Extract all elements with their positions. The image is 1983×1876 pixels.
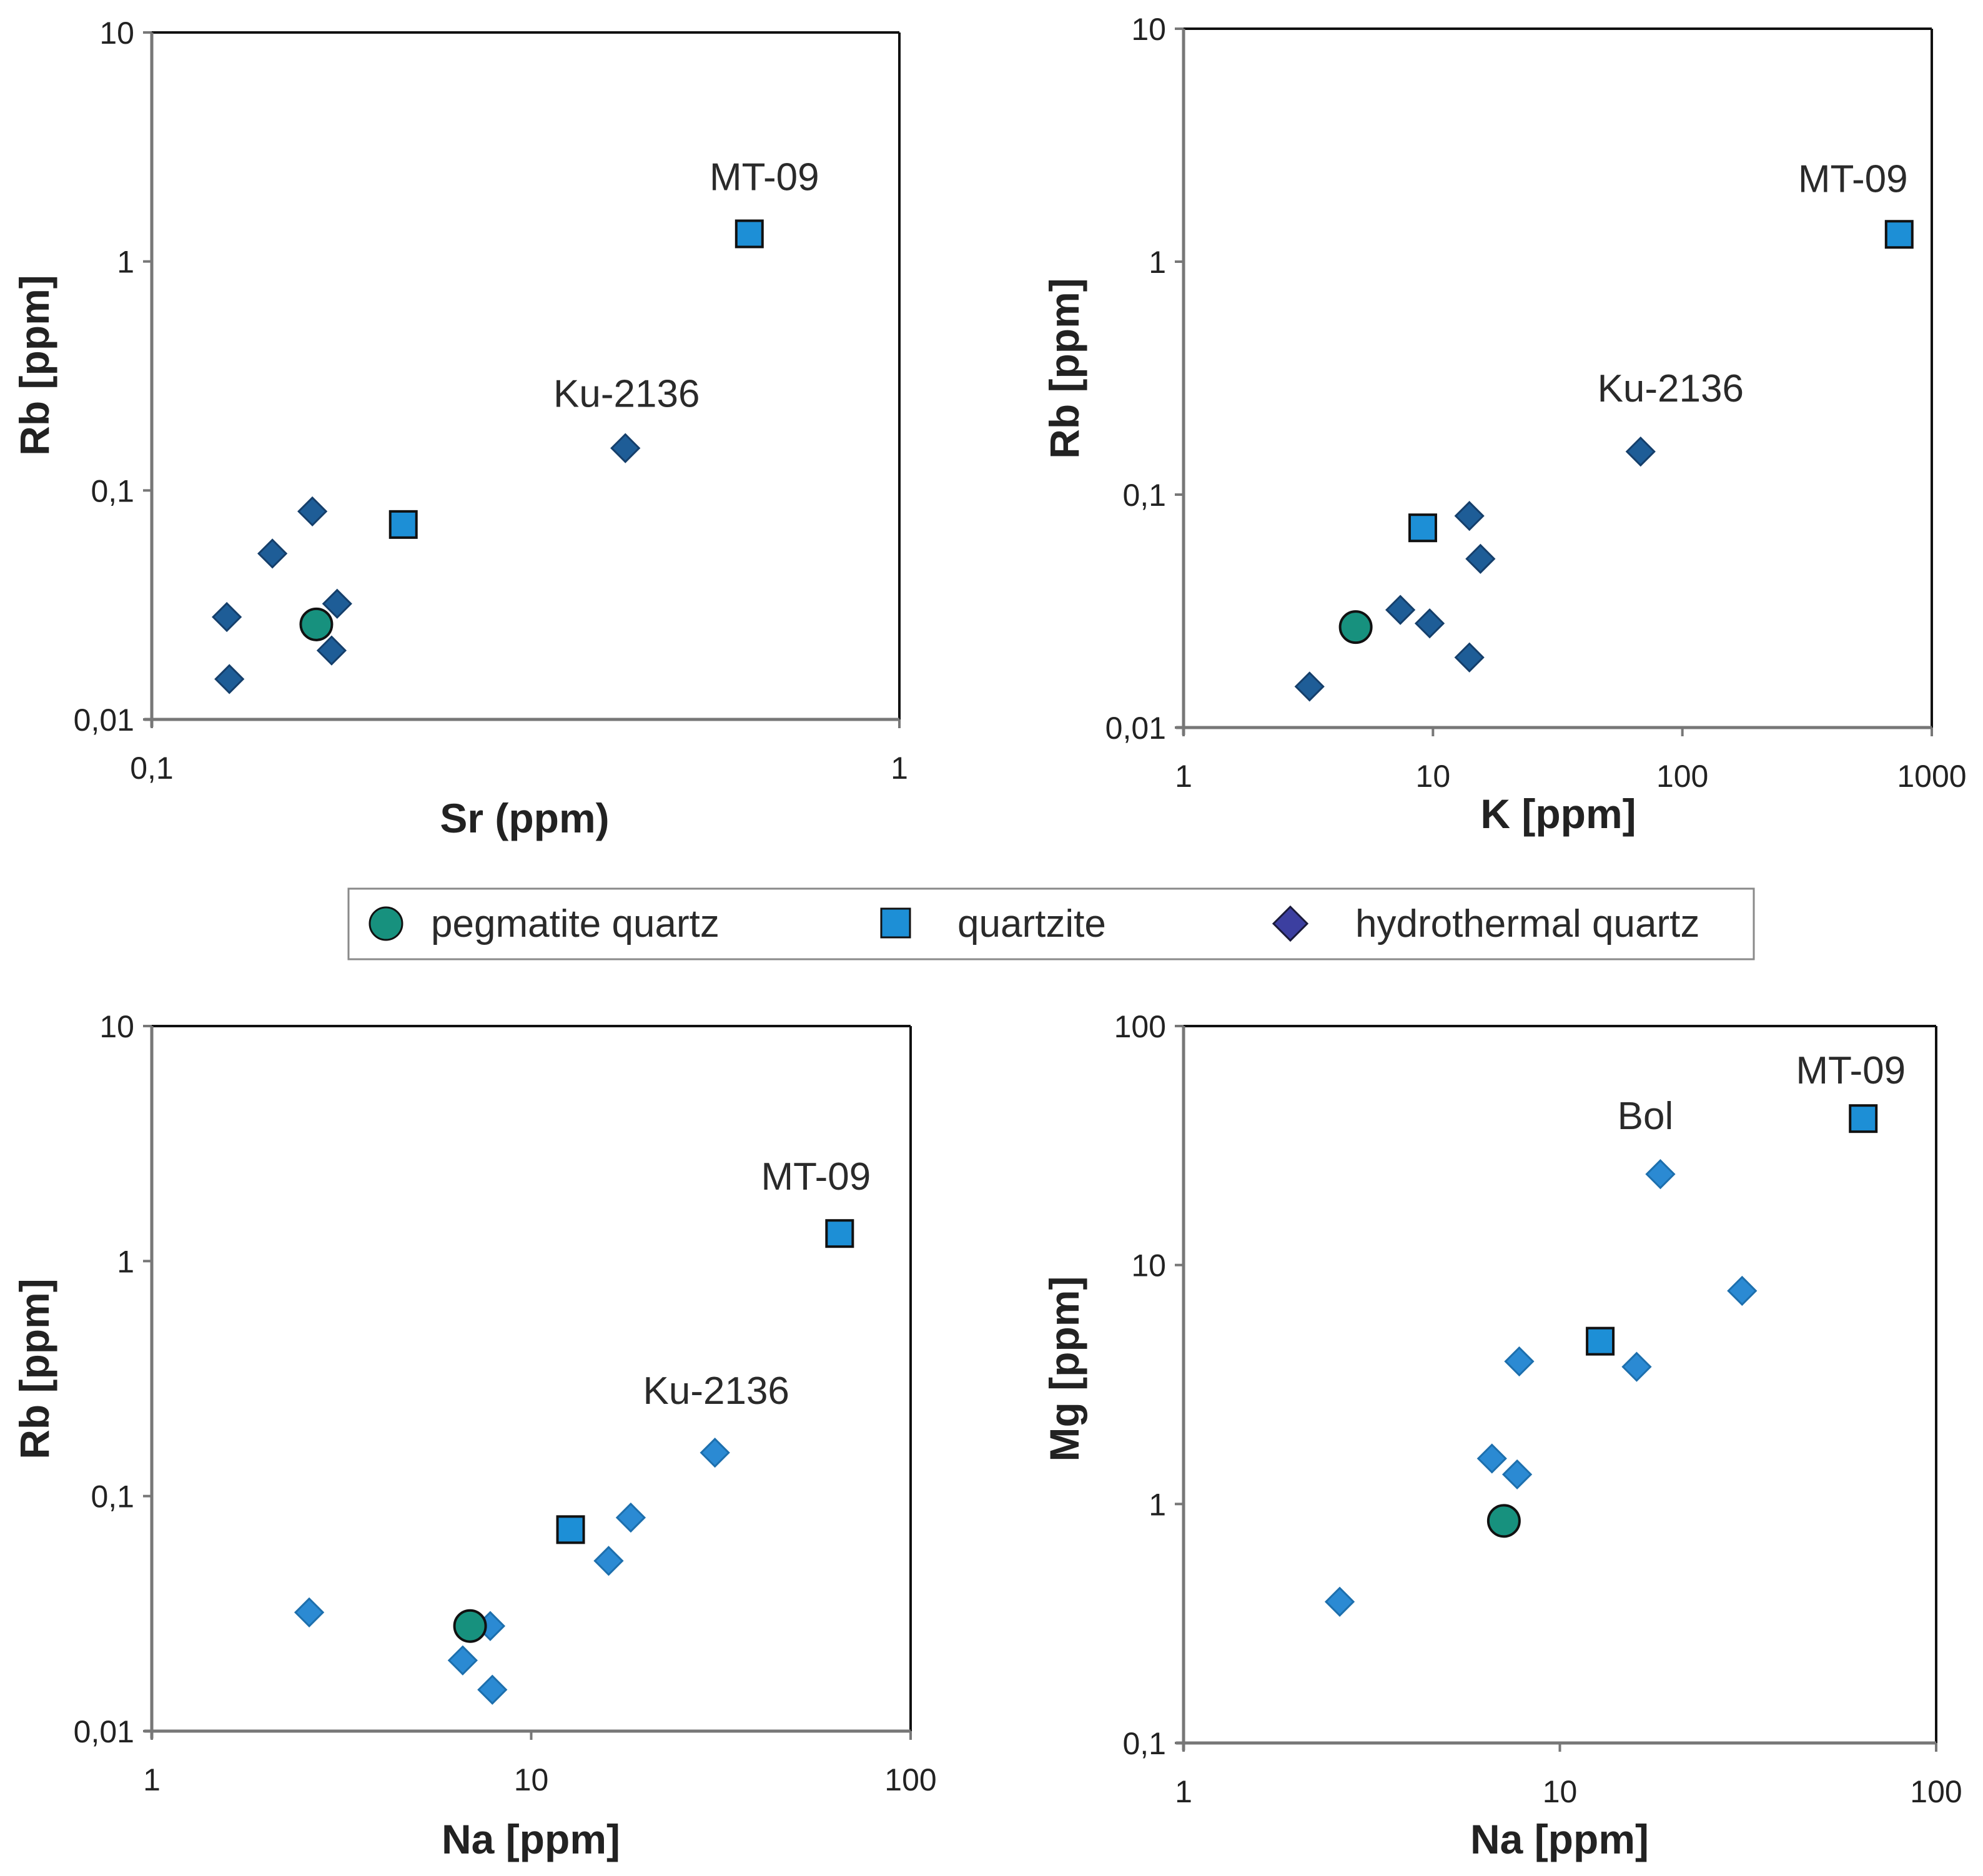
- data-point-hydrothermal: [1625, 436, 1656, 467]
- data-point-hydrothermal: [1454, 642, 1485, 673]
- data-point-hydrothermal: [1414, 608, 1445, 639]
- data-point-hydrothermal: [257, 538, 288, 569]
- data-point-hydrothermal: [1454, 501, 1485, 531]
- x-tick-label: 1: [891, 751, 908, 786]
- data-point-hydrothermal: [322, 588, 352, 619]
- data-point-hydrothermal: [1504, 1346, 1535, 1377]
- chart-panel-4: 0,1 1 10 100 1 10 100 Na [ppm] Mg [ppm] MT-09 Bol: [1041, 1009, 1962, 1862]
- data-point-quartzite: [1586, 1326, 1615, 1356]
- y-tick-label: 1: [117, 245, 134, 280]
- data-point-pegmatite: [299, 607, 334, 641]
- x-tick-label: 100: [1656, 759, 1708, 794]
- data-point-hydrothermal: [615, 1502, 646, 1533]
- y-tick-label: 1: [1149, 245, 1166, 280]
- data-point-hydrothermal: [593, 1546, 624, 1576]
- data-point-hydrothermal: [1645, 1159, 1676, 1190]
- chart-panel-1: 0,01 0,1 1 10 0,1 1 Sr (ppm) Rb [ppm] MT-09 Ku-21…: [11, 16, 908, 841]
- data-point-hydrothermal: [214, 664, 245, 694]
- data-point-hydrothermal: [700, 1438, 730, 1468]
- legend-circle-icon: [368, 906, 403, 941]
- x-tick-label: 1: [1175, 759, 1192, 794]
- data-point-hydrothermal: [1501, 1459, 1533, 1490]
- y-tick-label: 10: [1131, 12, 1166, 47]
- data-point-quartzite: [556, 1515, 585, 1544]
- x-tick-label: 10: [514, 1762, 549, 1797]
- y-tick-label: 0,01: [1105, 711, 1166, 746]
- annotation-label: MT-09: [1798, 157, 1908, 200]
- legend-label-pegmatite: pegmatite quartz: [431, 902, 720, 945]
- y-tick-label: 1: [1149, 1487, 1166, 1522]
- data-point-quartzite: [388, 510, 418, 539]
- y-tick-label: 0,1: [1122, 1726, 1166, 1761]
- legend: pegmatite quartz quartzite hydrothermal …: [347, 887, 1755, 960]
- y-tick-label: 0,01: [74, 703, 134, 738]
- y-axis-title: Rb [ppm]: [11, 275, 57, 456]
- x-axis-title: Sr (ppm): [440, 795, 609, 841]
- data-point-hydrothermal: [1621, 1351, 1652, 1382]
- data-point-hydrothermal: [1476, 1443, 1507, 1474]
- data-point-hydrothermal: [1324, 1586, 1355, 1617]
- y-tick-label: 100: [1114, 1009, 1166, 1044]
- legend-label-hydrothermal: hydrothermal quartz: [1355, 902, 1699, 945]
- chart-panel-2: 0,01 0,1 1 10 1 10 100 1000 K [ppm] Rb [ppm] MT-09…: [1041, 12, 1967, 837]
- x-tick-label: 0,1: [130, 751, 174, 786]
- annotation-label: Bol: [1618, 1095, 1674, 1138]
- data-point-quartzite: [825, 1219, 854, 1248]
- chart-panel-3: 0,01 0,1 1 10 1 10 100 Na [ppm] Rb [ppm] MT-09 Ku-…: [11, 1009, 937, 1862]
- x-tick-label: 100: [1910, 1774, 1962, 1809]
- y-axis-title: Rb [ppm]: [11, 1278, 57, 1459]
- x-tick-label: 1000: [1897, 759, 1966, 794]
- data-point-hydrothermal: [316, 635, 347, 666]
- data-point-pegmatite: [453, 1609, 487, 1643]
- x-axis-title: K [ppm]: [1480, 791, 1636, 837]
- annotation-label: Ku-2136: [1598, 367, 1744, 410]
- legend-square-icon: [880, 907, 911, 939]
- data-point-hydrothermal: [610, 433, 641, 463]
- x-tick-label: 1: [1175, 1774, 1192, 1809]
- y-axis-title: Rb [ppm]: [1041, 278, 1087, 459]
- annotation-label: MT-09: [761, 1155, 871, 1198]
- x-tick-label: 1: [143, 1762, 161, 1797]
- data-point-hydrothermal: [212, 601, 242, 633]
- annotation-label: MT-09: [710, 156, 819, 199]
- annotation-label: Ku-2136: [553, 373, 700, 416]
- data-point-pegmatite: [1486, 1504, 1521, 1538]
- data-point-quartzite: [1884, 220, 1914, 249]
- x-axis-title: Na [ppm]: [442, 1816, 620, 1862]
- data-point-quartzite: [1849, 1104, 1878, 1133]
- y-tick-label: 10: [99, 16, 134, 51]
- y-axis-title: Mg [ppm]: [1041, 1276, 1087, 1462]
- data-point-hydrothermal: [297, 496, 328, 527]
- legend-box: [347, 887, 1755, 960]
- x-tick-label: 10: [1416, 759, 1451, 794]
- y-tick-label: 10: [99, 1009, 134, 1044]
- legend-label-quartzite: quartzite: [957, 902, 1106, 945]
- annotation-label: Ku-2136: [643, 1370, 789, 1413]
- y-tick-label: 0,1: [1122, 478, 1166, 513]
- data-point-hydrothermal: [1385, 595, 1416, 625]
- y-tick-label: 1: [117, 1244, 134, 1279]
- x-tick-label: 10: [1543, 1774, 1578, 1809]
- y-tick-label: 0,01: [74, 1714, 134, 1749]
- data-point-quartzite: [1408, 513, 1437, 543]
- data-point-hydrothermal: [477, 1674, 508, 1705]
- y-tick-label: 10: [1131, 1248, 1166, 1283]
- annotation-label: MT-09: [1796, 1049, 1906, 1092]
- data-point-quartzite: [734, 219, 764, 249]
- legend-diamond-icon: [1272, 905, 1309, 942]
- data-point-hydrothermal: [1294, 671, 1325, 702]
- y-tick-label: 0,1: [91, 1479, 134, 1514]
- x-axis-title: Na [ppm]: [1470, 1816, 1649, 1862]
- data-point-pegmatite: [1338, 610, 1373, 644]
- x-tick-label: 100: [884, 1762, 936, 1797]
- y-tick-label: 0,1: [91, 473, 134, 508]
- data-point-hydrothermal: [1465, 543, 1496, 574]
- data-point-hydrothermal: [447, 1645, 478, 1676]
- data-point-hydrothermal: [294, 1597, 325, 1628]
- data-point-hydrothermal: [1727, 1275, 1758, 1306]
